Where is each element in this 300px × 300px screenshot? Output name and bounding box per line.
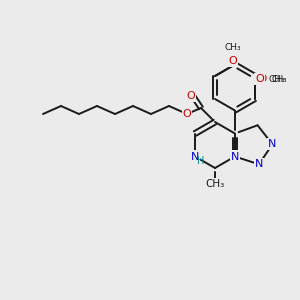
Text: N: N [268, 139, 277, 149]
Text: CH₃: CH₃ [206, 179, 225, 189]
Text: N: N [231, 152, 239, 161]
Text: O: O [256, 74, 264, 84]
Text: CH₃: CH₃ [272, 74, 287, 83]
Text: O: O [259, 74, 267, 84]
Text: O: O [228, 56, 237, 66]
Text: CH₃: CH₃ [224, 43, 241, 52]
Text: O: O [183, 109, 191, 119]
Text: N: N [255, 159, 263, 169]
Text: N: N [191, 152, 199, 161]
Text: O: O [187, 91, 195, 101]
Text: CH₃: CH₃ [269, 74, 286, 83]
Text: H: H [197, 155, 204, 166]
